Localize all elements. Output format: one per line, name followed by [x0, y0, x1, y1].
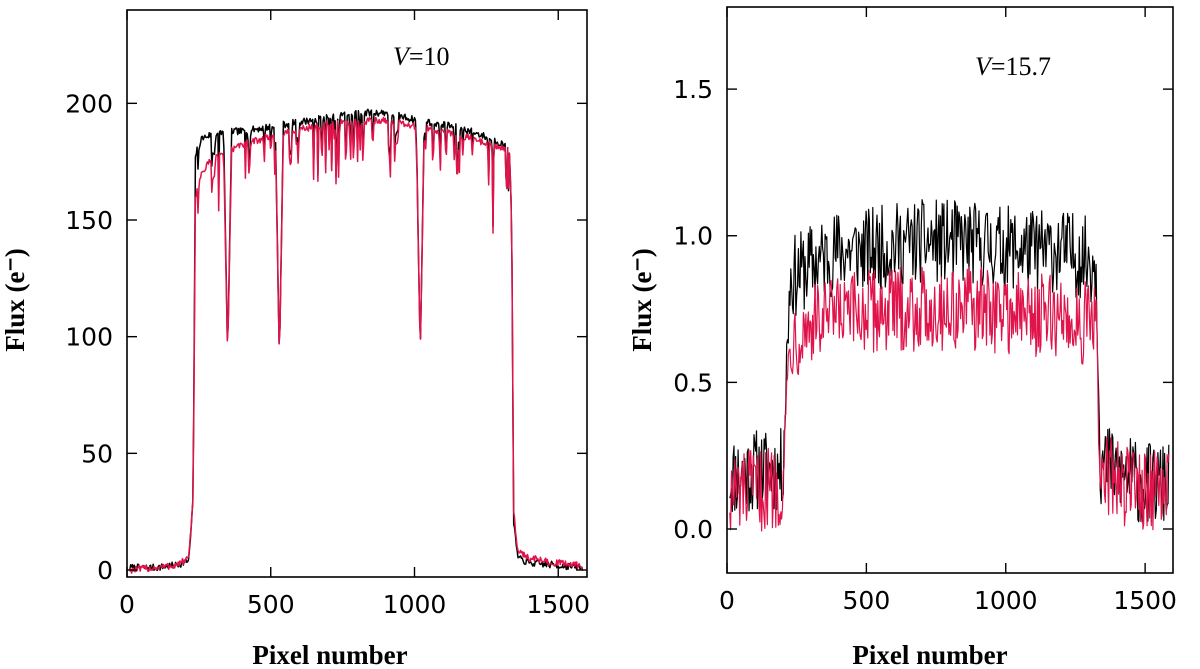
- left-y-tick-label: 200: [65, 89, 113, 118]
- right-series-red: [729, 266, 1170, 532]
- right-x-tick-label: 1500: [1113, 586, 1177, 615]
- right-x-tick-label: 1000: [974, 586, 1038, 615]
- left-annotation: V=10: [393, 42, 450, 71]
- left-y-tick-label: 0: [97, 556, 113, 585]
- left-y-axis-label: Flux (e⁻): [0, 248, 30, 351]
- left-y-tick-label: 100: [65, 323, 113, 352]
- right-x-tick-label: 500: [843, 586, 891, 615]
- left-annotation-value: =10: [409, 42, 450, 71]
- left-annotation-variable: V: [393, 42, 412, 71]
- right-y-tick-label: 0.5: [673, 368, 713, 397]
- left-plot-frame: [126, 9, 588, 578]
- left-x-tick-label: 1500: [526, 590, 590, 619]
- right-axis-ticks: 0 500 1000 1500 0.0 0.5 1.0 1.5: [673, 7, 1177, 615]
- left-series-red: [129, 116, 584, 574]
- right-annotation: V=15.7: [975, 52, 1051, 81]
- right-y-tick-label: 0.0: [673, 515, 713, 544]
- left-x-axis-label: Pixel number: [252, 640, 407, 669]
- left-panel: 0 500 1000 1500 0 50 100 150 200 V=10 Pixel numb…: [0, 9, 590, 669]
- right-y-axis-label: Flux (e⁻): [627, 248, 657, 351]
- left-x-tick-label: 500: [247, 590, 295, 619]
- left-x-tick-label: 1000: [383, 590, 447, 619]
- right-annotation-value: =15.7: [991, 52, 1051, 81]
- right-series-black: [729, 199, 1170, 523]
- right-plot-frame: [726, 6, 1174, 574]
- right-panel: 0 500 1000 1500 0.0 0.5 1.0 1.5 V=15.7 Pixel nu…: [627, 6, 1177, 669]
- right-y-tick-label: 1.0: [673, 222, 713, 251]
- left-axis-ticks: 0 500 1000 1500 0 50 100 150 200: [65, 10, 590, 619]
- right-annotation-variable: V: [975, 52, 994, 81]
- right-y-tick-label: 1.5: [673, 75, 713, 104]
- left-series-group: [129, 108, 584, 574]
- right-x-axis-label: Pixel number: [852, 640, 1007, 669]
- right-series-group: [729, 199, 1170, 532]
- left-x-tick-label: 0: [119, 590, 135, 619]
- left-y-tick-label: 50: [81, 439, 113, 468]
- right-x-tick-label: 0: [719, 586, 735, 615]
- left-y-tick-label: 150: [65, 206, 113, 235]
